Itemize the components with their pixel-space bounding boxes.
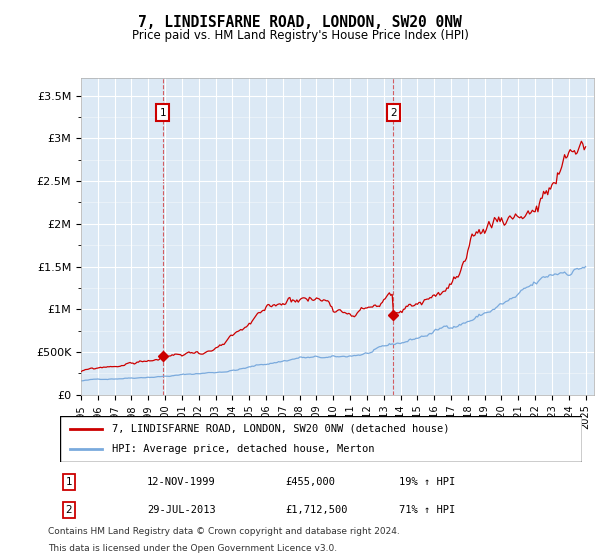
Text: Price paid vs. HM Land Registry's House Price Index (HPI): Price paid vs. HM Land Registry's House … — [131, 29, 469, 42]
Text: 1: 1 — [65, 477, 73, 487]
Text: HPI: Average price, detached house, Merton: HPI: Average price, detached house, Mert… — [112, 444, 374, 454]
Text: 12-NOV-1999: 12-NOV-1999 — [147, 477, 216, 487]
Text: £455,000: £455,000 — [285, 477, 335, 487]
Text: 19% ↑ HPI: 19% ↑ HPI — [399, 477, 455, 487]
Text: 2: 2 — [65, 505, 73, 515]
FancyBboxPatch shape — [60, 416, 582, 462]
Text: 7, LINDISFARNE ROAD, LONDON, SW20 0NW (detached house): 7, LINDISFARNE ROAD, LONDON, SW20 0NW (d… — [112, 424, 450, 434]
Text: 1: 1 — [160, 108, 166, 118]
Text: 71% ↑ HPI: 71% ↑ HPI — [399, 505, 455, 515]
Text: 7, LINDISFARNE ROAD, LONDON, SW20 0NW: 7, LINDISFARNE ROAD, LONDON, SW20 0NW — [138, 15, 462, 30]
Text: Contains HM Land Registry data © Crown copyright and database right 2024.: Contains HM Land Registry data © Crown c… — [48, 527, 400, 536]
Text: 29-JUL-2013: 29-JUL-2013 — [147, 505, 216, 515]
Text: 2: 2 — [390, 108, 397, 118]
Text: £1,712,500: £1,712,500 — [285, 505, 347, 515]
Text: This data is licensed under the Open Government Licence v3.0.: This data is licensed under the Open Gov… — [48, 544, 337, 553]
